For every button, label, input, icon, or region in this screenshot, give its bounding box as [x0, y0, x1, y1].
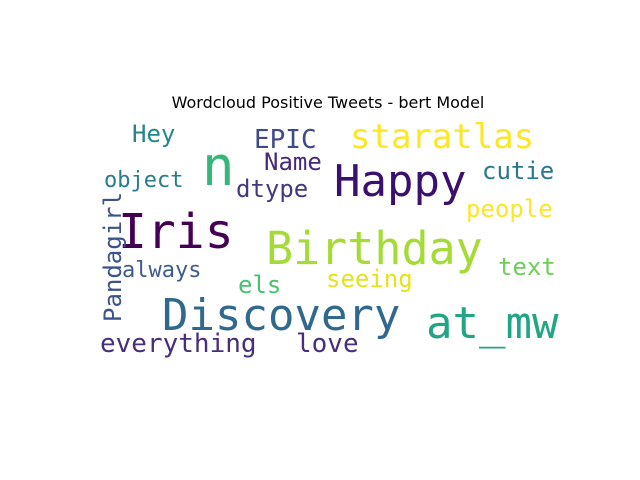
word-hey: Hey — [132, 120, 175, 148]
word-seeing: seeing — [326, 265, 413, 293]
word-object: object — [104, 168, 183, 193]
word-staratlas: staratlas — [350, 117, 534, 157]
word-at-mw: at_mw — [426, 298, 559, 349]
word-discovery: Discovery — [162, 290, 400, 341]
word-people: people — [466, 195, 553, 223]
word-text: text — [498, 253, 556, 281]
word-love: love — [296, 329, 359, 359]
word-happy: Happy — [334, 156, 466, 207]
word-birthday: Birthday — [266, 222, 483, 275]
word-dtype: dtype — [236, 175, 308, 203]
chart-title: Wordcloud Positive Tweets - bert Model — [171, 93, 485, 112]
word-everything: everything — [100, 329, 257, 359]
word-iris: Iris — [118, 204, 234, 260]
word-always: always — [122, 258, 201, 283]
word-cloud-svg: n Iris Birthday Discovery Happy at_mw staratla… — [99, 117, 559, 359]
word-epic: EPIC — [254, 125, 317, 155]
word-n: n — [202, 135, 235, 198]
word-cloud-area: n Iris Birthday Discovery Happy at_mw staratla… — [80, 116, 576, 364]
word-els: els — [238, 271, 281, 299]
word-cutie: cutie — [482, 157, 554, 185]
word-name: Name — [264, 148, 322, 176]
word-pandagirl: Pandagirl — [99, 192, 127, 322]
